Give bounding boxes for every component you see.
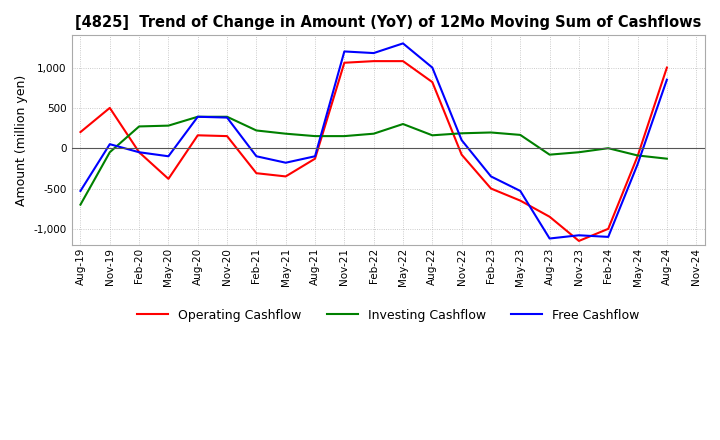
Operating Cashflow (76, 129, 85, 135)
Free Cashflow (311, 154, 320, 159)
Free Cashflow (282, 160, 290, 165)
Investing Cashflow (222, 114, 231, 119)
Free Cashflow (222, 115, 231, 120)
Free Cashflow (604, 234, 613, 239)
Investing Cashflow (575, 150, 583, 155)
Investing Cashflow (340, 133, 348, 139)
Operating Cashflow (399, 59, 408, 64)
Operating Cashflow (282, 174, 290, 179)
Operating Cashflow (369, 59, 378, 64)
Free Cashflow (194, 114, 202, 119)
Operating Cashflow (252, 171, 261, 176)
Line: Operating Cashflow: Operating Cashflow (81, 61, 667, 241)
Investing Cashflow (662, 156, 671, 161)
Free Cashflow (545, 236, 554, 241)
Operating Cashflow (340, 60, 348, 66)
Operating Cashflow (222, 133, 231, 139)
Free Cashflow (105, 142, 114, 147)
Free Cashflow (634, 161, 642, 167)
Operating Cashflow (634, 154, 642, 159)
Investing Cashflow (487, 130, 495, 135)
Investing Cashflow (604, 146, 613, 151)
Free Cashflow (164, 154, 173, 159)
Investing Cashflow (399, 121, 408, 127)
Operating Cashflow (457, 152, 466, 157)
Investing Cashflow (76, 202, 85, 207)
Operating Cashflow (545, 214, 554, 220)
Free Cashflow (428, 65, 436, 70)
Investing Cashflow (164, 123, 173, 128)
Operating Cashflow (105, 105, 114, 110)
Free Cashflow (76, 188, 85, 194)
Operating Cashflow (311, 156, 320, 161)
Investing Cashflow (516, 132, 525, 138)
Free Cashflow (487, 174, 495, 179)
Free Cashflow (252, 154, 261, 159)
Free Cashflow (516, 188, 525, 194)
Free Cashflow (135, 150, 143, 155)
Investing Cashflow (545, 152, 554, 157)
Operating Cashflow (164, 176, 173, 181)
Legend: Operating Cashflow, Investing Cashflow, Free Cashflow: Operating Cashflow, Investing Cashflow, … (132, 304, 644, 327)
Operating Cashflow (604, 226, 613, 231)
Investing Cashflow (457, 131, 466, 136)
Free Cashflow (399, 41, 408, 46)
Investing Cashflow (634, 153, 642, 158)
Investing Cashflow (135, 124, 143, 129)
Operating Cashflow (487, 186, 495, 191)
Y-axis label: Amount (million yen): Amount (million yen) (15, 74, 28, 206)
Operating Cashflow (135, 150, 143, 155)
Free Cashflow (575, 233, 583, 238)
Free Cashflow (662, 77, 671, 82)
Free Cashflow (457, 138, 466, 143)
Operating Cashflow (428, 80, 436, 85)
Title: [4825]  Trend of Change in Amount (YoY) of 12Mo Moving Sum of Cashflows: [4825] Trend of Change in Amount (YoY) o… (75, 15, 701, 30)
Investing Cashflow (194, 114, 202, 119)
Investing Cashflow (311, 133, 320, 139)
Operating Cashflow (575, 238, 583, 244)
Operating Cashflow (662, 65, 671, 70)
Operating Cashflow (194, 133, 202, 138)
Line: Investing Cashflow: Investing Cashflow (81, 117, 667, 205)
Free Cashflow (340, 49, 348, 54)
Operating Cashflow (516, 198, 525, 203)
Free Cashflow (369, 51, 378, 56)
Investing Cashflow (282, 131, 290, 136)
Investing Cashflow (428, 133, 436, 138)
Investing Cashflow (369, 131, 378, 136)
Line: Free Cashflow: Free Cashflow (81, 44, 667, 238)
Investing Cashflow (252, 128, 261, 133)
Investing Cashflow (105, 150, 114, 155)
